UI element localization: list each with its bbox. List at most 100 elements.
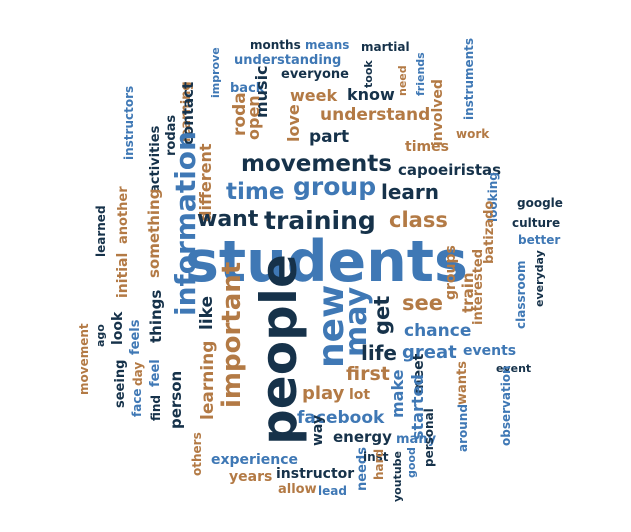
word-learned: learned bbox=[94, 205, 108, 257]
word-information: information bbox=[169, 131, 202, 316]
word-way: way bbox=[310, 415, 326, 446]
word-may: may bbox=[339, 286, 374, 357]
word-event: event bbox=[496, 362, 531, 375]
word-work: work bbox=[456, 127, 490, 141]
word-music: music bbox=[252, 65, 271, 118]
word-needs: needs bbox=[355, 447, 370, 491]
word-means: means bbox=[305, 38, 349, 52]
word-groups: groups bbox=[443, 245, 459, 300]
word-play: play bbox=[302, 383, 345, 404]
word-make: make bbox=[388, 369, 407, 418]
word-others: others bbox=[190, 432, 204, 476]
word-youtube: youtube bbox=[391, 451, 404, 502]
word-learning-top: learning bbox=[179, 81, 194, 142]
word-rodas: rodas bbox=[164, 115, 179, 156]
word-look: look bbox=[110, 311, 126, 345]
word-improve: improve bbox=[209, 47, 222, 98]
word-culture: culture bbox=[512, 216, 560, 230]
word-see: see bbox=[402, 291, 443, 315]
word-contact: contact bbox=[179, 82, 197, 145]
word-learning: learning bbox=[198, 341, 218, 420]
word-months: months bbox=[250, 38, 301, 52]
word-understand: understand bbox=[320, 105, 430, 125]
word-great: great bbox=[402, 342, 457, 363]
word-movement: movement bbox=[77, 323, 91, 395]
word-initial: initial bbox=[115, 253, 131, 298]
word-new: new bbox=[311, 285, 352, 368]
word-instructors: instructors bbox=[122, 86, 136, 160]
word-know: know bbox=[347, 85, 395, 104]
word-important: important bbox=[217, 262, 247, 408]
word-chance: chance bbox=[404, 321, 471, 341]
word-activities: activities bbox=[148, 125, 163, 193]
word-ago: ago bbox=[94, 324, 107, 347]
word-movements: movements bbox=[241, 151, 392, 177]
word-time: time bbox=[226, 179, 284, 205]
word-want: want bbox=[197, 207, 259, 232]
word-feels: feels bbox=[128, 319, 143, 355]
word-back: back bbox=[230, 81, 265, 96]
word-get: get bbox=[370, 296, 394, 335]
word-people: people bbox=[250, 254, 308, 445]
word-first: first bbox=[346, 363, 390, 385]
word-learn: learn bbox=[381, 180, 439, 204]
word-google: google bbox=[517, 196, 563, 210]
word-times: times bbox=[405, 139, 449, 155]
word-friends: friends bbox=[414, 52, 427, 96]
word-students: students bbox=[185, 229, 468, 295]
word-find: find bbox=[149, 395, 163, 421]
word-train: train bbox=[459, 272, 477, 313]
word-events: events bbox=[463, 343, 516, 359]
word-everyday: everyday bbox=[533, 250, 546, 307]
word-batizado: batizado bbox=[482, 201, 497, 264]
word-like: like bbox=[197, 296, 217, 330]
word-years: years bbox=[229, 469, 272, 485]
word-better: better bbox=[518, 233, 560, 247]
word-part: part bbox=[309, 127, 349, 147]
word-something: something bbox=[145, 189, 163, 278]
word-need: need bbox=[396, 65, 409, 96]
word-took: took bbox=[362, 60, 375, 88]
word-person: person bbox=[167, 371, 185, 429]
word-feel: feel bbox=[148, 359, 163, 387]
word-experience: experience bbox=[211, 452, 298, 468]
word-meet: meet bbox=[411, 353, 427, 394]
word-instruments: instruments bbox=[462, 38, 476, 120]
word-instructor: instructor bbox=[276, 466, 354, 482]
word-day: day bbox=[131, 362, 145, 386]
word-good: good bbox=[405, 447, 418, 478]
word-lot: lot bbox=[349, 387, 370, 403]
word-many: many bbox=[396, 432, 437, 447]
word-another: another bbox=[116, 186, 131, 244]
word-lead: lead bbox=[318, 484, 347, 498]
word-love: love bbox=[284, 104, 303, 142]
word-understanding: understanding bbox=[234, 53, 341, 68]
word-life: life bbox=[361, 341, 397, 365]
word-allow: allow bbox=[278, 482, 317, 497]
word-open: open bbox=[244, 95, 263, 140]
word-involved: involved bbox=[430, 79, 446, 146]
word-martial: martial bbox=[361, 40, 410, 54]
word-seeing: seeing bbox=[113, 360, 128, 408]
word-things: things bbox=[147, 290, 165, 343]
word-observation: observation bbox=[499, 365, 513, 446]
word-looking: looking bbox=[486, 172, 500, 222]
word-started: started bbox=[408, 374, 427, 440]
word-interested: interested bbox=[471, 249, 486, 325]
word-training: training bbox=[264, 206, 376, 235]
word-week: week bbox=[290, 86, 337, 105]
word-class: class bbox=[389, 208, 448, 232]
word-wants: wants bbox=[455, 361, 470, 405]
word-roda: roda bbox=[230, 92, 250, 136]
word-inst: inst bbox=[363, 450, 389, 464]
word-face: face bbox=[130, 388, 144, 417]
word-capoeiristas: capoeiristas bbox=[398, 161, 501, 179]
word-around: around bbox=[456, 404, 470, 452]
word-personal: personal bbox=[422, 408, 436, 467]
word-classroom: classroom bbox=[514, 260, 528, 329]
word-everyone: everyone bbox=[281, 67, 349, 82]
word-facebook: facebook bbox=[297, 408, 385, 428]
word-hard: hard bbox=[372, 449, 386, 480]
word-group: group bbox=[293, 172, 376, 201]
